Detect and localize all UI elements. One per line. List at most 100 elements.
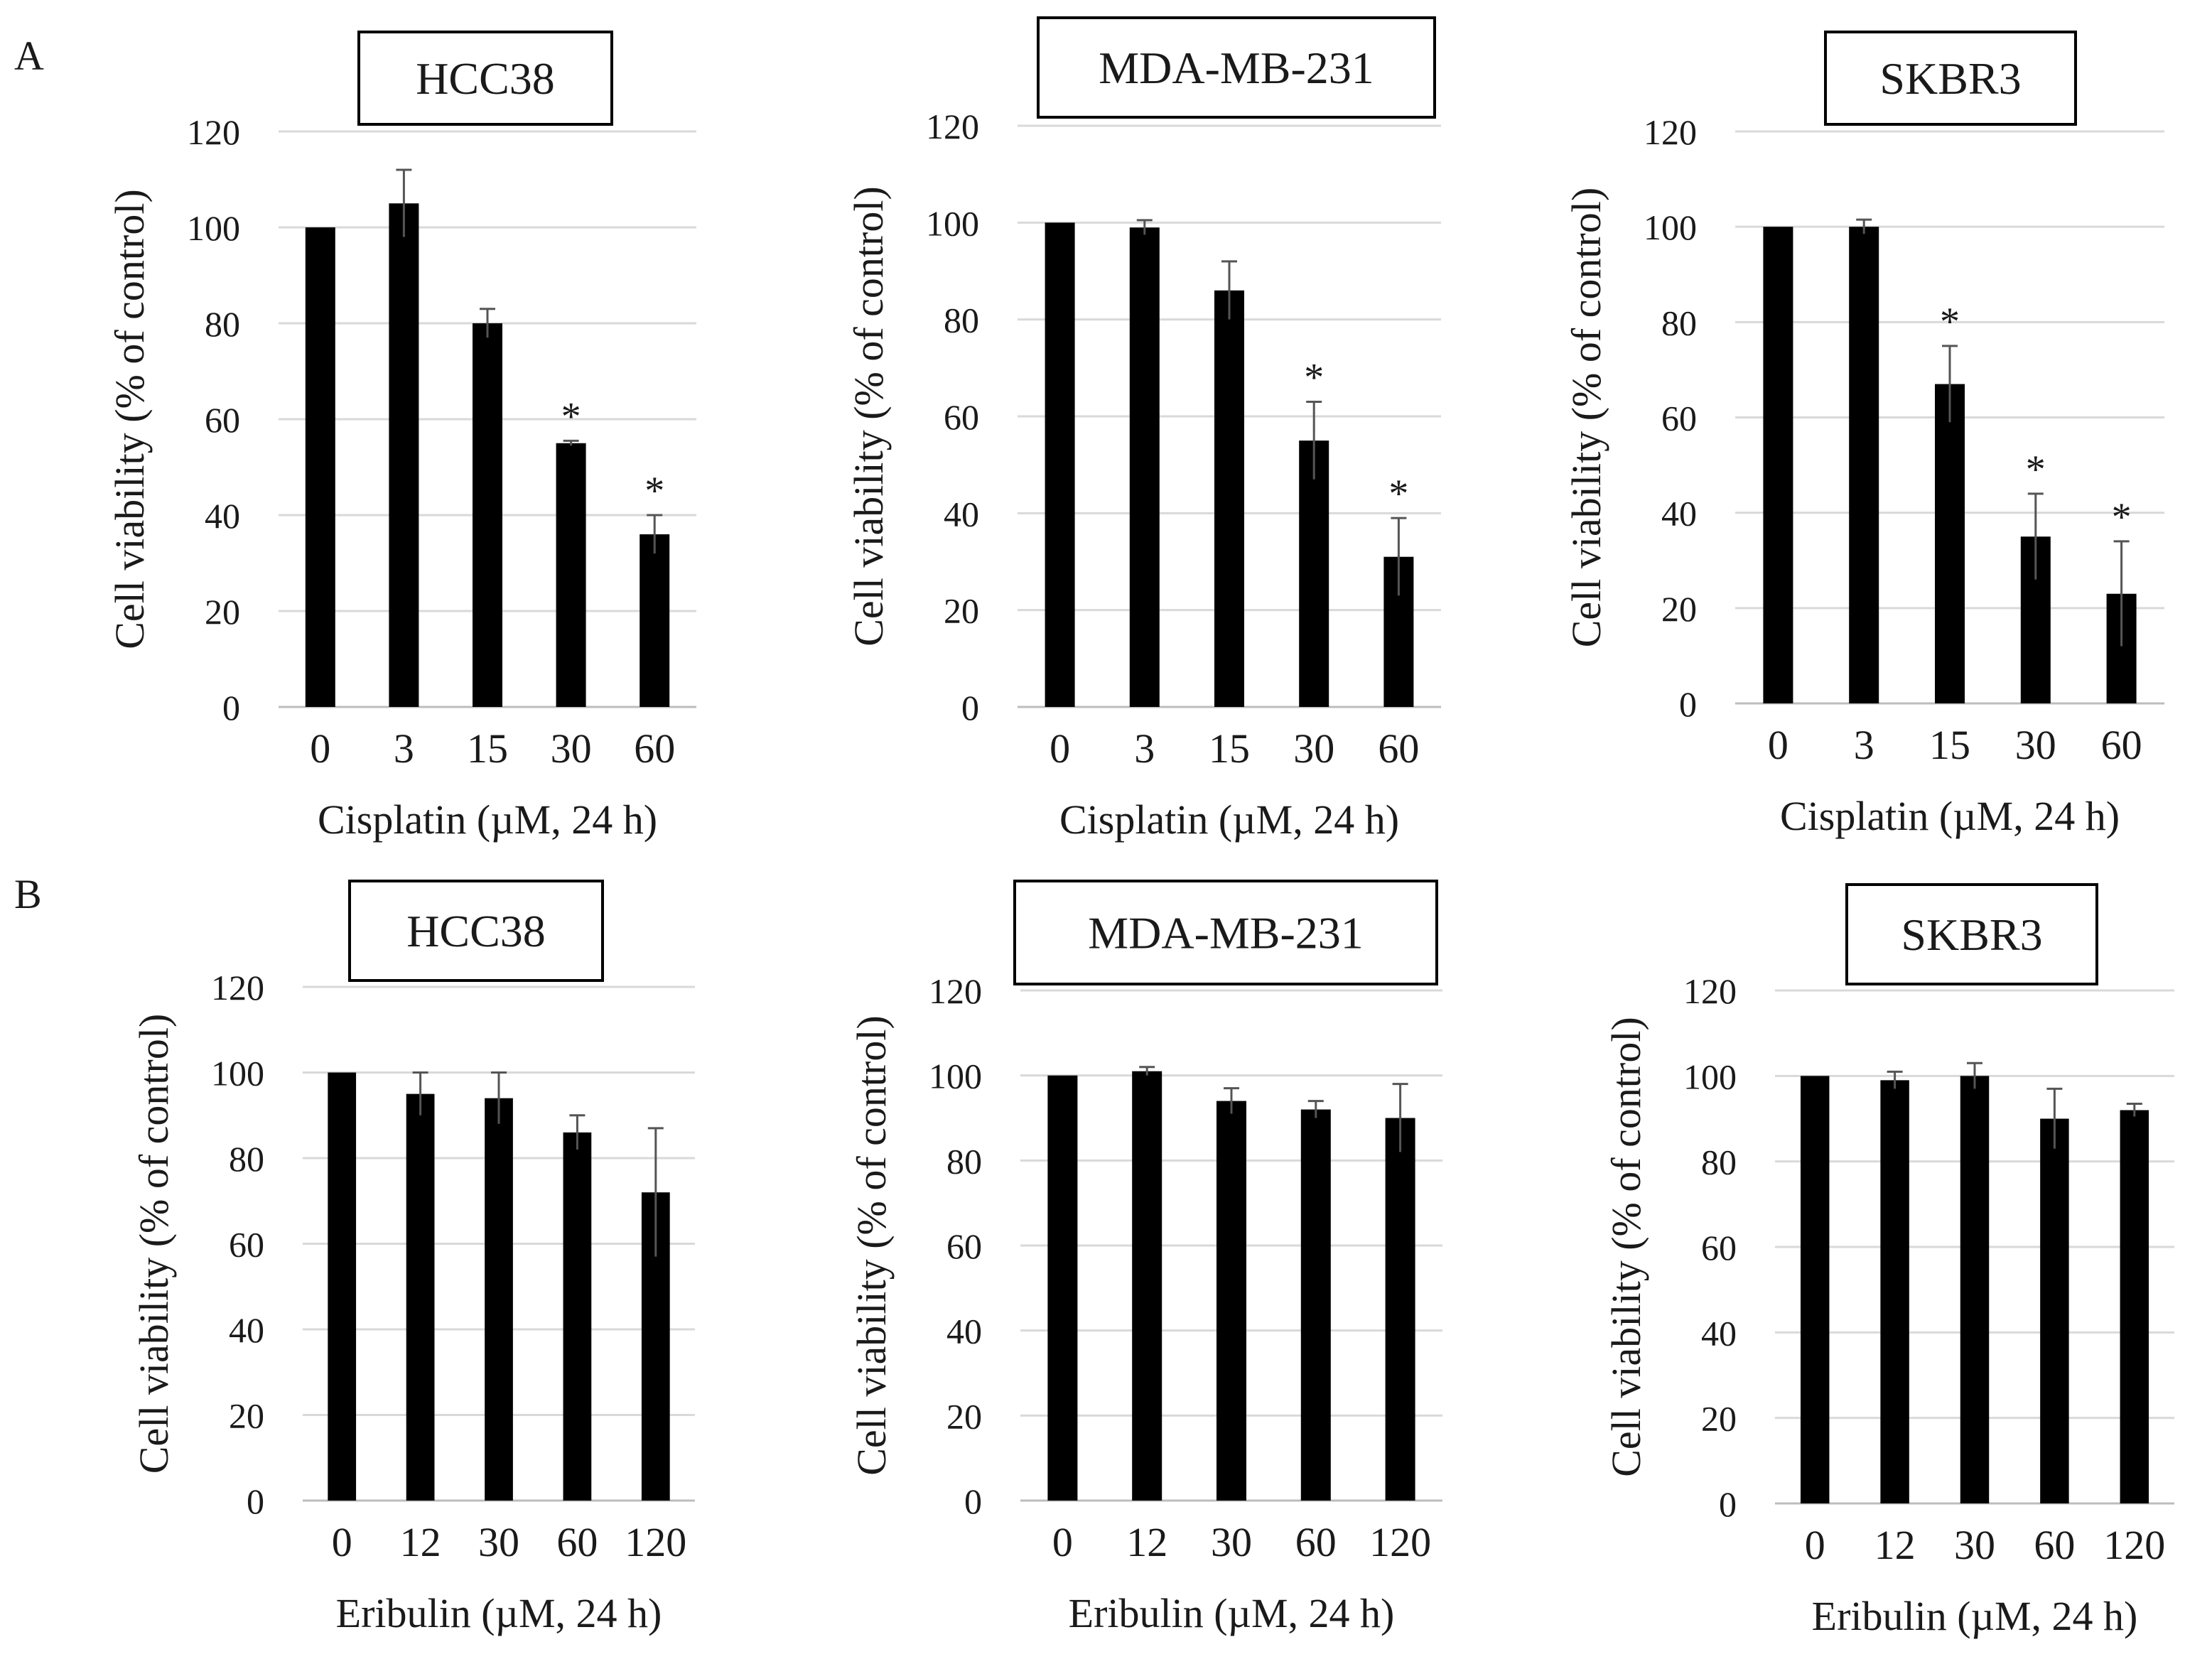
x-tick-label: 30 <box>1954 1522 1995 1568</box>
bar <box>1300 1109 1331 1501</box>
y-tick-label: 20 <box>1701 1399 1737 1439</box>
x-tick-label: 3 <box>394 725 414 772</box>
y-tick-label: 60 <box>944 397 979 437</box>
y-tick-label: 0 <box>222 688 240 728</box>
x-tick-label: 0 <box>1768 722 1789 768</box>
y-tick-label: 120 <box>926 107 979 146</box>
y-tick-label: 0 <box>1719 1484 1737 1524</box>
bar <box>328 1072 357 1501</box>
y-tick-label: 120 <box>1683 971 1737 1011</box>
x-axis-label: Eribulin (µM, 24 h) <box>1812 1593 2138 1639</box>
y-tick-label: 100 <box>211 1054 264 1093</box>
bar <box>1132 1071 1162 1501</box>
x-tick-label: 60 <box>634 725 675 772</box>
chart-title: SKBR3 <box>1901 909 2042 960</box>
y-tick-label: 80 <box>946 1141 982 1181</box>
bar <box>1849 227 1879 704</box>
bar <box>1216 1101 1246 1501</box>
x-tick-label: 60 <box>2034 1522 2075 1568</box>
x-tick-label: 30 <box>2015 722 2056 768</box>
bar <box>556 443 586 707</box>
bar <box>1960 1076 1990 1503</box>
y-tick-label: 60 <box>1701 1228 1737 1268</box>
bar <box>1129 227 1160 707</box>
chart-title-box <box>348 880 604 982</box>
chart-title: HCC38 <box>406 906 546 956</box>
x-tick-label: 30 <box>478 1519 519 1565</box>
y-tick-label: 100 <box>926 203 979 243</box>
y-tick-label: 40 <box>944 494 979 534</box>
y-tick-label: 40 <box>946 1312 982 1351</box>
x-tick-label: 60 <box>2101 722 2142 768</box>
y-tick-label: 100 <box>929 1057 982 1096</box>
x-tick-label: 30 <box>1293 725 1334 772</box>
x-tick-label: 60 <box>1378 725 1419 772</box>
y-axis-label: Cell viability (% of control) <box>131 1014 177 1474</box>
significance-marker: * <box>1940 300 1960 344</box>
x-tick-label: 15 <box>467 725 508 772</box>
y-axis-label: Cell viability (% of control) <box>846 186 892 647</box>
bar <box>2120 1110 2149 1503</box>
y-axis-label: Cell viability (% of control) <box>848 1015 895 1476</box>
x-tick-label: 0 <box>332 1519 352 1565</box>
y-tick-label: 80 <box>1661 303 1697 342</box>
chart-title-box <box>1013 880 1438 985</box>
chart-title-box <box>1845 883 2098 985</box>
y-tick-label: 20 <box>1661 589 1697 629</box>
bar <box>563 1132 592 1501</box>
panel-label-b: B <box>14 871 42 917</box>
bar <box>1299 441 1329 707</box>
significance-marker: * <box>2026 448 2046 492</box>
bar <box>1045 222 1075 707</box>
bar <box>473 323 502 707</box>
y-axis-label: Cell viability (% of control) <box>1563 188 1609 648</box>
x-tick-label: 0 <box>1805 1522 1825 1568</box>
chart-2: MDA-MB-231 0 20 40 60 80 100 120 Cell viability … <box>846 16 1441 843</box>
significance-marker: * <box>644 469 664 513</box>
y-tick-label: 80 <box>229 1139 264 1179</box>
x-tick-label: 60 <box>1295 1519 1337 1565</box>
significance-marker: * <box>1388 472 1408 516</box>
y-tick-label: 60 <box>946 1226 982 1266</box>
x-tick-label: 12 <box>1874 1522 1916 1568</box>
y-tick-label: 60 <box>1661 399 1697 438</box>
bar <box>406 1093 435 1501</box>
bar <box>485 1098 513 1501</box>
y-tick-label: 80 <box>1701 1142 1737 1182</box>
x-axis-label: Cisplatin (µM, 24 h) <box>1780 793 2120 839</box>
x-tick-label: 30 <box>1211 1519 1252 1565</box>
bar <box>2040 1118 2069 1503</box>
bar <box>1385 1118 1415 1501</box>
bar <box>1047 1075 1078 1501</box>
x-tick-label: 120 <box>2103 1522 2165 1568</box>
chart-title: MDA-MB-231 <box>1099 43 1374 93</box>
x-tick-label: 15 <box>1209 725 1250 772</box>
y-axis-label: Cell viability (% of control) <box>107 189 153 649</box>
y-tick-label: 120 <box>211 968 264 1007</box>
bar <box>1214 290 1244 707</box>
y-tick-label: 120 <box>1644 112 1697 152</box>
y-tick-label: 20 <box>205 592 240 632</box>
x-tick-label: 60 <box>556 1519 598 1565</box>
y-tick-label: 120 <box>187 112 240 152</box>
bar <box>1763 227 1793 704</box>
x-tick-label: 0 <box>1052 1519 1073 1565</box>
chart-title: HCC38 <box>416 53 555 104</box>
y-tick-label: 100 <box>1683 1057 1737 1096</box>
y-tick-label: 20 <box>944 591 979 631</box>
chart-3: SKBR3 0 20 40 60 80 100 120 Cell viability (% of… <box>1563 31 2164 839</box>
y-tick-label: 20 <box>229 1396 264 1436</box>
x-tick-label: 3 <box>1134 725 1155 772</box>
x-tick-label: 120 <box>625 1519 686 1565</box>
y-tick-label: 0 <box>247 1481 264 1521</box>
x-tick-label: 0 <box>1050 725 1070 772</box>
bar <box>1880 1080 1909 1503</box>
significance-marker: * <box>2112 495 2132 539</box>
panel-label-a: A <box>14 33 44 79</box>
y-tick-label: 80 <box>944 301 979 340</box>
y-tick-label: 80 <box>205 304 240 344</box>
y-tick-label: 0 <box>964 1481 982 1521</box>
